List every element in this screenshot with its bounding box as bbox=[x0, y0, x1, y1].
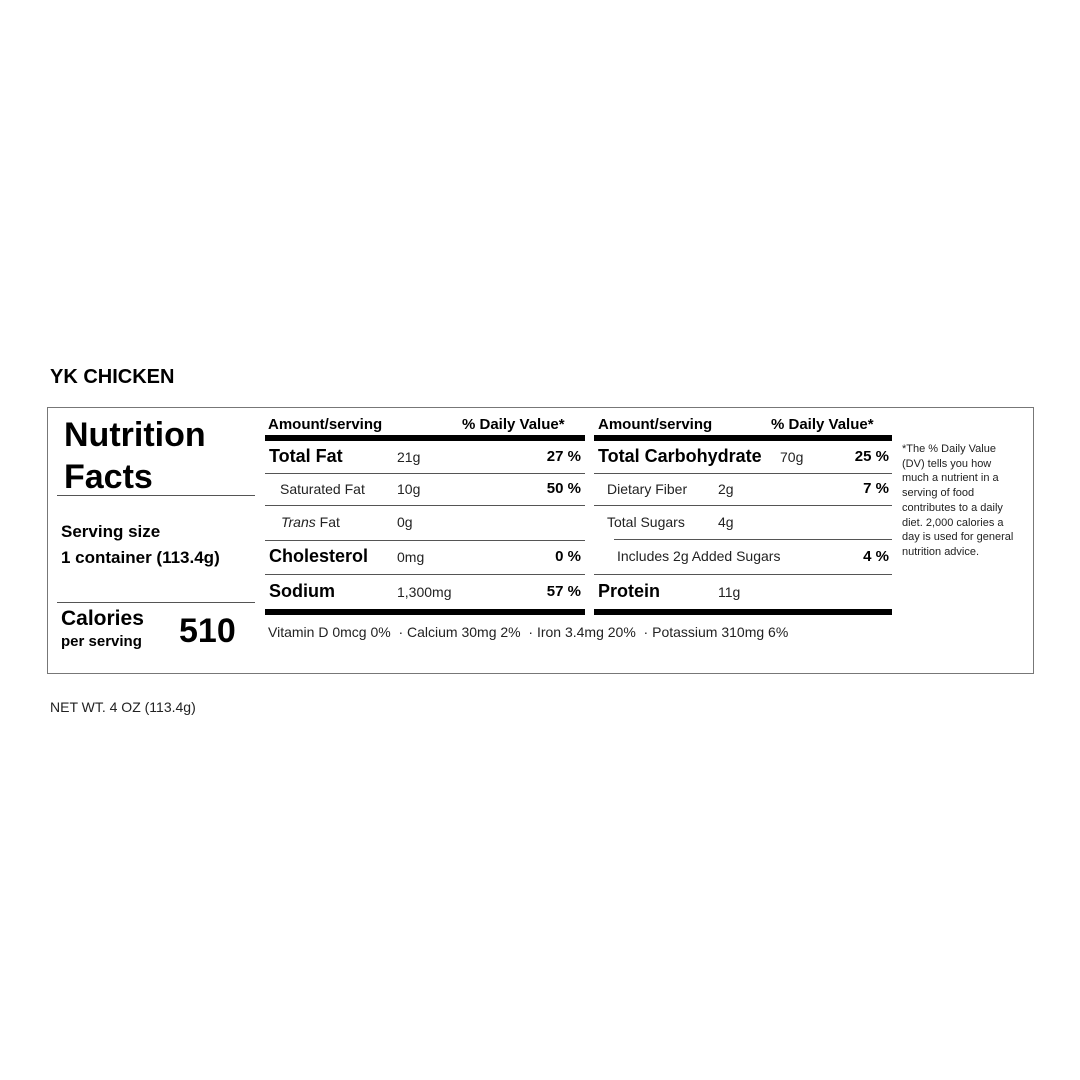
left-header-dv: % Daily Value* bbox=[462, 416, 565, 433]
saturated-fat-dv: 50 % bbox=[546, 480, 581, 497]
thick-rule bbox=[265, 435, 585, 441]
cholesterol-amount: 0mg bbox=[397, 549, 425, 565]
divider bbox=[265, 574, 585, 575]
saturated-fat-label: Saturated Fat bbox=[280, 481, 365, 497]
total-fat-dv: 27 % bbox=[546, 448, 581, 465]
total-fat-label: Total Fat bbox=[269, 446, 343, 466]
right-header-dv: % Daily Value* bbox=[771, 416, 874, 433]
divider bbox=[265, 540, 585, 541]
nutrition-facts-heading: Nutrition Facts bbox=[64, 416, 206, 496]
dietary-fiber-amount: 2g bbox=[718, 481, 734, 497]
serving-size-value: 1 container (113.4g) bbox=[61, 548, 220, 567]
divider bbox=[594, 473, 892, 474]
calories-sub: per serving bbox=[61, 633, 142, 650]
calories-value: 510 bbox=[179, 612, 236, 650]
dietary-fiber-label: Dietary Fiber bbox=[607, 481, 688, 497]
cholesterol-dv: 0 % bbox=[555, 548, 581, 565]
dietary-fiber-dv: 7 % bbox=[863, 480, 889, 497]
total-fat-amount: 21g bbox=[397, 449, 421, 465]
vitamins-minerals: Vitamin D 0mcg 0% · Calcium 30mg 2% · Ir… bbox=[268, 624, 789, 640]
total-sugars-label: Total Sugars bbox=[607, 514, 685, 530]
added-sugars-dv: 4 % bbox=[863, 548, 889, 565]
sodium-amount: 1,300mg bbox=[397, 584, 452, 600]
right-header-amount: Amount/serving bbox=[598, 416, 713, 433]
divider bbox=[594, 505, 892, 506]
product-name: YK CHICKEN bbox=[50, 366, 175, 388]
trans-fat-label: Trans Fat bbox=[281, 514, 340, 530]
sodium-dv: 57 % bbox=[546, 583, 581, 600]
thick-rule bbox=[594, 435, 892, 441]
divider bbox=[594, 574, 892, 575]
total-carbohydrate-label: Total Carbohydrate bbox=[598, 446, 762, 466]
added-sugars-label: Includes 2g Added Sugars bbox=[617, 548, 781, 564]
trans-fat-amount: 0g bbox=[397, 514, 413, 530]
divider bbox=[265, 473, 585, 474]
divider bbox=[614, 539, 892, 540]
protein-label: Protein bbox=[598, 581, 661, 601]
total-sugars-amount: 4g bbox=[718, 514, 734, 530]
thick-rule bbox=[265, 609, 585, 615]
cholesterol-label: Cholesterol bbox=[269, 546, 369, 566]
total-carbohydrate-dv: 25 % bbox=[854, 448, 889, 465]
divider bbox=[57, 602, 255, 603]
divider bbox=[57, 495, 255, 496]
nutrition-facts-panel bbox=[47, 407, 1034, 674]
thick-rule bbox=[594, 609, 892, 615]
divider bbox=[265, 505, 585, 506]
sodium-label: Sodium bbox=[269, 581, 335, 601]
serving-size-label: Serving size bbox=[61, 522, 161, 541]
saturated-fat-amount: 10g bbox=[397, 481, 421, 497]
protein-amount: 11g bbox=[718, 584, 741, 600]
left-header-amount: Amount/serving bbox=[268, 416, 383, 433]
calories-label: Calories bbox=[61, 607, 144, 630]
net-weight: NET WT. 4 OZ (113.4g) bbox=[50, 699, 196, 715]
total-carbohydrate-amount: 70g bbox=[780, 449, 804, 465]
daily-value-footnote: *The % Daily Value (DV) tells you how mu… bbox=[902, 443, 1014, 558]
